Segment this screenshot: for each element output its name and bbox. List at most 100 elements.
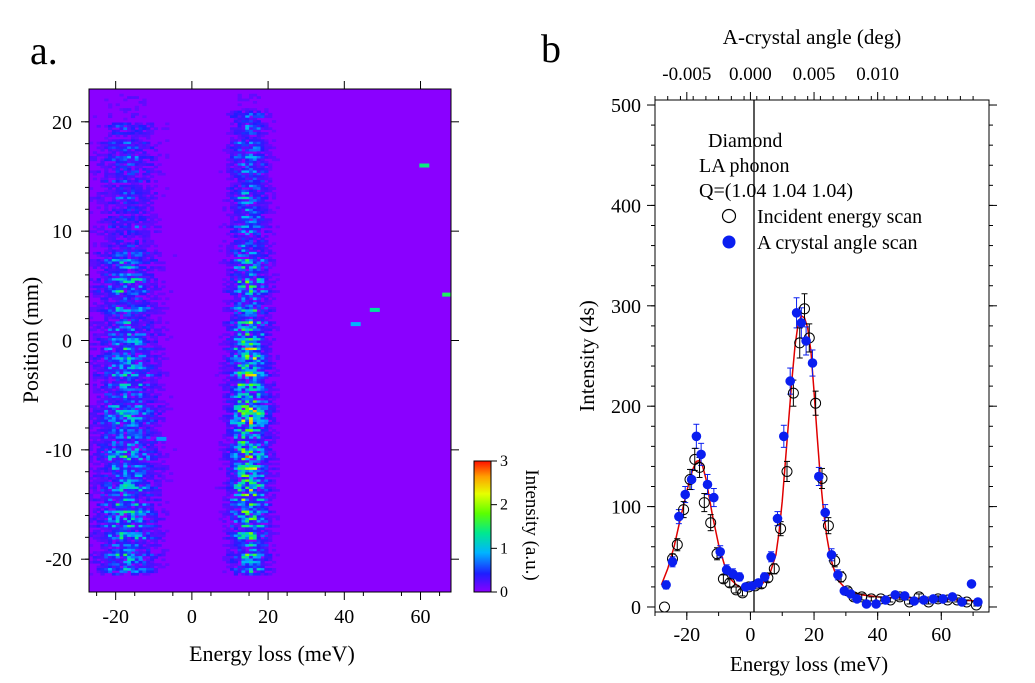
heatmap-cell [237, 249, 242, 253]
heatmap-cell [104, 455, 109, 459]
heatmap-cell [119, 309, 124, 313]
heatmap-cell [222, 299, 227, 303]
heatmap-cell [229, 405, 235, 408]
heatmap-cell [226, 381, 231, 384]
heatmap-cell [153, 407, 158, 411]
heatmap-cell [256, 524, 261, 528]
heatmap-cell [115, 443, 120, 447]
heatmap-cell [134, 278, 139, 281]
heatmap-cell [108, 465, 113, 468]
heatmap-cell [264, 508, 269, 511]
heatmap-cell [123, 453, 128, 456]
heatmap-cell [96, 498, 101, 502]
heatmap-cell [123, 467, 128, 471]
heatmap-cell [264, 481, 269, 485]
heatmap-cell [233, 441, 239, 444]
heatmap-cell [96, 357, 101, 360]
heatmap-cell [252, 136, 258, 140]
heatmap-cell [142, 335, 147, 339]
heatmap-cell [233, 115, 239, 119]
heatmap-cell [241, 457, 246, 461]
heatmap-cell [138, 362, 143, 365]
heatmap-cell [252, 443, 258, 447]
heatmap-cell [115, 244, 120, 248]
heatmap-cell [115, 357, 120, 360]
heatmap-cell [237, 421, 242, 425]
heatmap-cell [260, 560, 265, 564]
heatmap-cell [252, 469, 258, 473]
heatmap-cell [226, 273, 231, 277]
heatmap-cell [149, 266, 155, 269]
heatmap-cell [138, 429, 143, 432]
heatmap-cell [119, 266, 124, 269]
heatmap-cell [115, 287, 120, 291]
heatmap-cell [130, 153, 136, 157]
heatmap-cell [165, 407, 170, 411]
heatmap-cell [96, 553, 101, 557]
heatmap-cell [233, 311, 239, 315]
heatmap-cell [119, 304, 124, 308]
heatmap-cell [142, 146, 147, 150]
heatmap-cell [115, 330, 120, 334]
heatmap-cell [146, 551, 151, 554]
heatmap-cell [134, 426, 139, 430]
heatmap-cell [142, 172, 147, 176]
heatmap-cell [153, 350, 158, 353]
heatmap-cell [256, 342, 261, 346]
heatmap-cell [146, 306, 151, 310]
heatmap-cell [249, 568, 254, 571]
heatmap-cell [89, 342, 94, 346]
heatmap-cell [108, 524, 113, 528]
heatmap-cell [127, 309, 132, 313]
heatmap-cell [237, 266, 242, 269]
heatmap-cell [92, 536, 98, 540]
heatmap-cell [233, 541, 239, 545]
heatmap-cell [130, 450, 136, 454]
heatmap-cell [108, 192, 113, 195]
heatmap-cell [100, 297, 105, 301]
heatmap-cell [130, 565, 136, 569]
heatmap-cell [130, 326, 136, 329]
heatmap-cell [268, 165, 273, 169]
heatmap-cell [138, 512, 143, 516]
heatmap-cell [233, 170, 239, 174]
heatmap-cell [142, 503, 147, 507]
heatmap-cell [153, 486, 158, 490]
heatmap-cell [260, 412, 265, 416]
heatmap-cell [165, 374, 170, 377]
heatmap-cell [252, 180, 258, 183]
heatmap-cell [157, 472, 162, 475]
heatmap-cell [249, 340, 254, 344]
heatmap-cell [130, 199, 136, 202]
heatmap-cell [245, 371, 250, 375]
heatmap-cell [127, 388, 132, 392]
heatmap-cell [241, 534, 246, 538]
heatmap-cell [111, 546, 117, 550]
heatmap-cell [138, 127, 143, 131]
heatmap-cell [229, 539, 235, 542]
heatmap-cell [108, 491, 113, 495]
heatmap-cell [268, 412, 273, 416]
heatmap-cell [127, 218, 132, 222]
heatmap-cell [108, 383, 113, 387]
heatmap-cell [245, 352, 250, 356]
heatmap-cell [127, 469, 132, 473]
heatmap-cell [256, 172, 261, 176]
heatmap-cell [256, 484, 261, 487]
heatmap-cell [241, 481, 246, 485]
heatmap-cell [252, 182, 258, 186]
heatmap-cell [249, 397, 254, 401]
heatmap-cell [245, 328, 250, 332]
heatmap-cell [119, 522, 124, 526]
heatmap-cell [153, 484, 158, 487]
heatmap-cell [104, 261, 109, 265]
heatmap-cell [89, 486, 94, 490]
heatmap-cell [245, 520, 250, 523]
heatmap-cell [268, 359, 273, 363]
heatmap-cell [268, 393, 273, 396]
heatmap-cell [111, 225, 117, 229]
heatmap-cell [241, 417, 246, 420]
heatmap-cell [241, 98, 246, 102]
heatmap-cell [119, 412, 124, 416]
